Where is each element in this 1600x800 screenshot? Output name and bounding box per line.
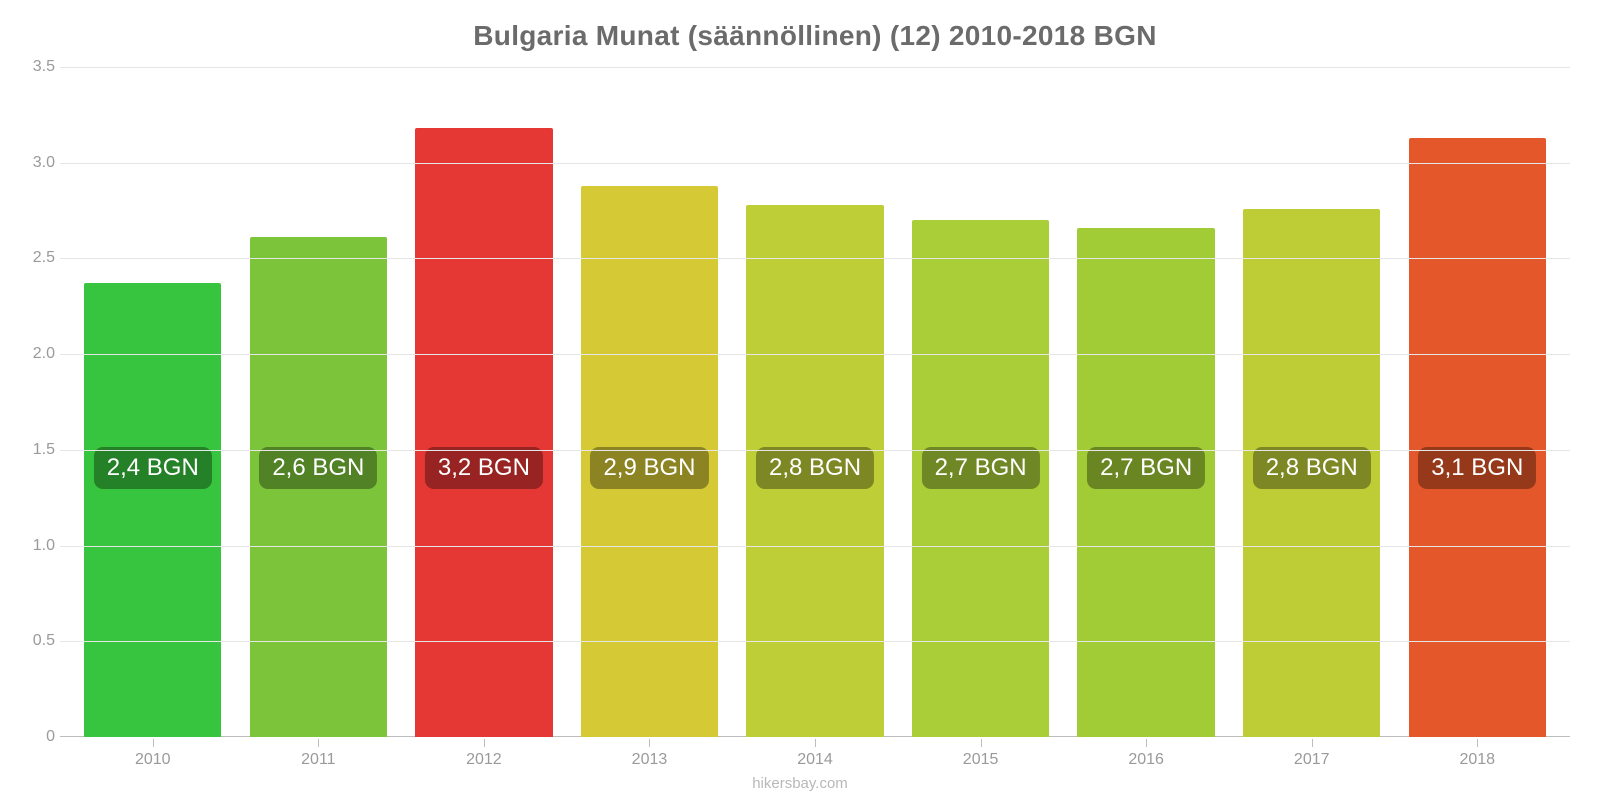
x-tick-label: 2012	[401, 751, 567, 769]
x-tick-label: 2016	[1063, 751, 1229, 769]
x-tick-label: 2017	[1229, 751, 1395, 769]
chart-container: Bulgaria Munat (säännöllinen) (12) 2010-…	[0, 0, 1600, 800]
y-tick-label: 2.5	[15, 249, 55, 267]
bar-slot: 2,4 BGN	[70, 67, 236, 737]
x-tick-label: 2018	[1395, 751, 1561, 769]
value-label: 2,8 BGN	[1253, 447, 1371, 489]
y-tick-label: 0	[15, 728, 55, 746]
bar: 3,2 BGN	[415, 128, 552, 737]
value-label: 3,1 BGN	[1418, 447, 1536, 489]
chart-title: Bulgaria Munat (säännöllinen) (12) 2010-…	[60, 20, 1570, 52]
bar: 2,6 BGN	[250, 237, 387, 737]
bar: 2,9 BGN	[581, 186, 718, 737]
attribution-text: hikersbay.com	[0, 775, 1600, 792]
bars-group: 2,4 BGN 2,6 BGN 3,2 BGN 2,9 BGN 2,8 BGN 2,7 B…	[60, 67, 1570, 737]
gridline	[60, 258, 1570, 259]
bar-slot: 2,7 BGN	[898, 67, 1064, 737]
bar-slot: 2,8 BGN	[732, 67, 898, 737]
bar: 2,8 BGN	[1243, 209, 1380, 737]
bar-slot: 3,1 BGN	[1395, 67, 1561, 737]
bar: 2,7 BGN	[1077, 228, 1214, 737]
value-label: 2,7 BGN	[1087, 447, 1205, 489]
gridline	[60, 546, 1570, 547]
y-tick-label: 0.5	[15, 632, 55, 650]
bar-slot: 2,9 BGN	[567, 67, 733, 737]
x-tick-label: 2010	[70, 751, 236, 769]
value-label: 2,6 BGN	[259, 447, 377, 489]
gridline	[60, 354, 1570, 355]
bar-slot: 2,8 BGN	[1229, 67, 1395, 737]
x-tick-label: 2011	[236, 751, 402, 769]
gridline	[60, 641, 1570, 642]
value-label: 2,9 BGN	[590, 447, 708, 489]
x-axis: 201020112012201320142015201620172018	[60, 751, 1570, 769]
x-tick-label: 2014	[732, 751, 898, 769]
y-tick-label: 3.5	[15, 58, 55, 76]
bar-slot: 2,6 BGN	[236, 67, 402, 737]
gridline	[60, 450, 1570, 451]
gridline	[60, 163, 1570, 164]
value-label: 2,4 BGN	[94, 447, 212, 489]
gridline	[60, 67, 1570, 68]
bar: 2,8 BGN	[746, 205, 883, 737]
x-tick-label: 2015	[898, 751, 1064, 769]
value-label: 3,2 BGN	[425, 447, 543, 489]
bar-slot: 2,7 BGN	[1063, 67, 1229, 737]
value-label: 2,7 BGN	[922, 447, 1040, 489]
bar: 3,1 BGN	[1409, 138, 1546, 737]
y-tick-label: 2.0	[15, 345, 55, 363]
plot-area: 2,4 BGN 2,6 BGN 3,2 BGN 2,9 BGN 2,8 BGN 2,7 B…	[60, 67, 1570, 737]
y-tick-label: 1.0	[15, 537, 55, 555]
bar: 2,7 BGN	[912, 220, 1049, 737]
x-tick-label: 2013	[567, 751, 733, 769]
bar-slot: 3,2 BGN	[401, 67, 567, 737]
y-tick-label: 1.5	[15, 441, 55, 459]
y-tick-label: 3.0	[15, 154, 55, 172]
bar: 2,4 BGN	[84, 283, 221, 737]
value-label: 2,8 BGN	[756, 447, 874, 489]
